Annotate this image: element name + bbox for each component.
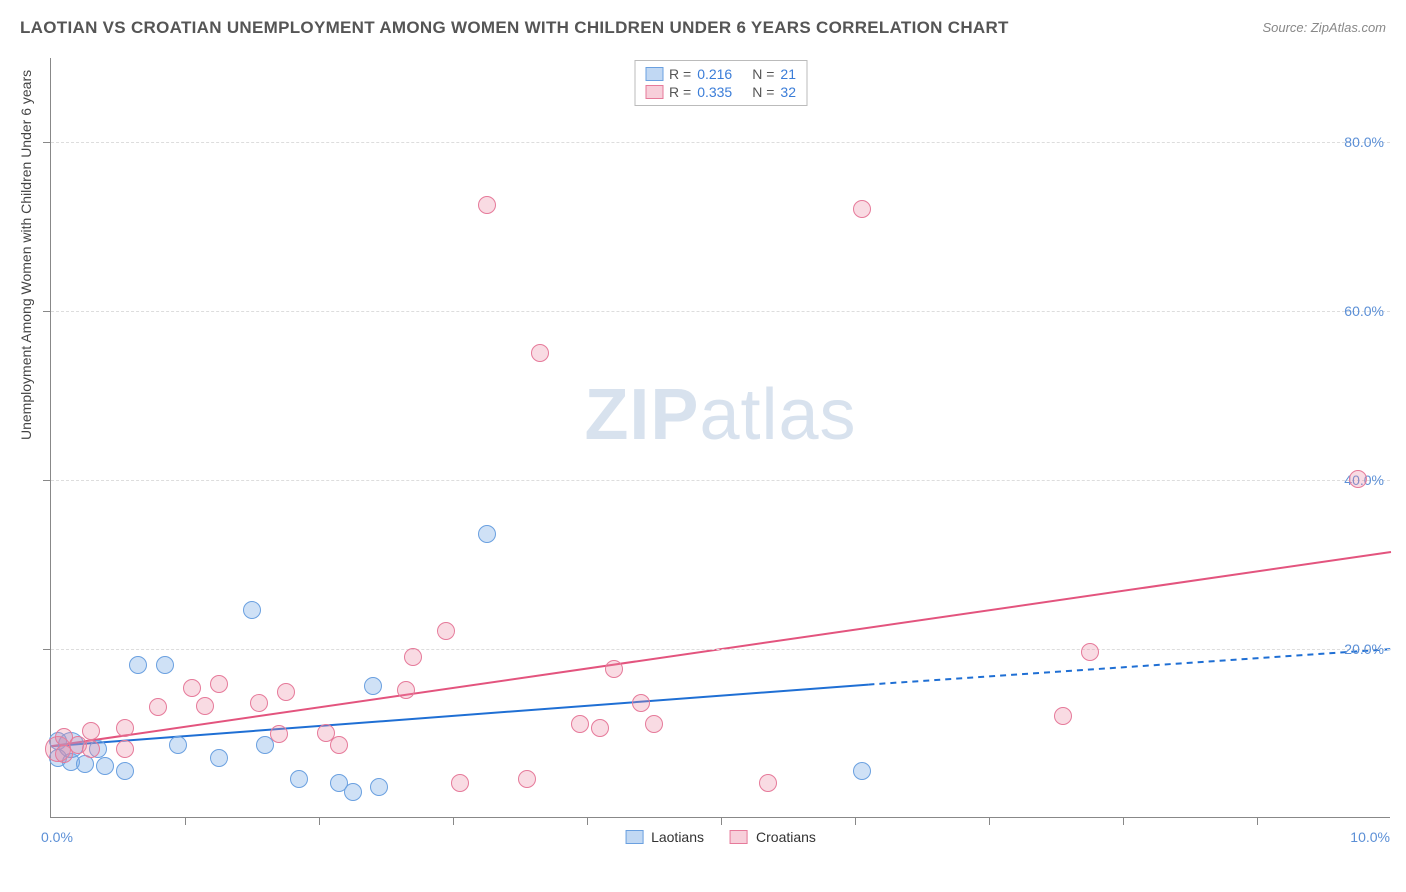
legend-swatch-croatians [730,830,748,844]
scatter-point [243,601,261,619]
chart-title: LAOTIAN VS CROATIAN UNEMPLOYMENT AMONG W… [20,18,1009,37]
scatter-point [82,740,100,758]
n-value-croatians: 32 [780,84,796,100]
y-tick [43,142,51,143]
scatter-point [156,656,174,674]
scatter-point [404,648,422,666]
r-label: R = [669,84,691,100]
scatter-point [478,196,496,214]
y-tick-label: 60.0% [1344,303,1384,319]
series-legend-label: Laotians [651,829,704,845]
scatter-point [1349,470,1367,488]
scatter-point [116,740,134,758]
y-tick-label: 80.0% [1344,134,1384,150]
x-tick [989,817,990,825]
r-value-croatians: 0.335 [697,84,732,100]
scatter-point [277,683,295,701]
scatter-point [853,762,871,780]
scatter-point [290,770,308,788]
gridline-h [51,142,1390,143]
scatter-point [210,675,228,693]
scatter-point [1081,643,1099,661]
scatter-point [169,736,187,754]
scatter-point [149,698,167,716]
scatter-point [370,778,388,796]
scatter-point [250,694,268,712]
scatter-point [364,677,382,695]
scatter-point [531,344,549,362]
scatter-point [116,719,134,737]
n-label: N = [752,66,774,82]
x-tick [1123,817,1124,825]
y-axis-title: Unemployment Among Women with Children U… [18,70,34,440]
legend-swatch-croatians [645,85,663,99]
scatter-point [82,722,100,740]
scatter-point [853,200,871,218]
series-legend: Laotians Croatians [625,829,816,845]
series-legend-item: Laotians [625,829,704,845]
x-tick [721,817,722,825]
scatter-point [759,774,777,792]
trend-line [868,649,1391,684]
scatter-point [183,679,201,697]
chart-source: Source: ZipAtlas.com [1262,20,1386,35]
scatter-point [605,660,623,678]
scatter-point [632,694,650,712]
scatter-point [518,770,536,788]
x-tick [1257,817,1258,825]
x-axis-start-label: 0.0% [41,829,73,845]
x-tick [587,817,588,825]
x-tick [319,817,320,825]
r-value-laotians: 0.216 [697,66,732,82]
correlation-legend-row: R = 0.335 N = 32 [645,83,796,101]
x-axis-end-label: 10.0% [1350,829,1390,845]
gridline-h [51,311,1390,312]
series-legend-label: Croatians [756,829,816,845]
r-label: R = [669,66,691,82]
n-value-laotians: 21 [780,66,796,82]
y-tick [43,480,51,481]
n-label: N = [752,84,774,100]
scatter-point [96,757,114,775]
scatter-point [344,783,362,801]
y-tick [43,311,51,312]
scatter-point [116,762,134,780]
y-tick [43,649,51,650]
scatter-point [397,681,415,699]
gridline-h [51,649,1390,650]
chart-plot-area: ZIPatlas R = 0.216 N = 21 R = 0.335 N = … [50,58,1390,818]
scatter-point [451,774,469,792]
series-legend-item: Croatians [730,829,816,845]
legend-swatch-laotians [625,830,643,844]
legend-swatch-laotians [645,67,663,81]
scatter-point [591,719,609,737]
scatter-point [1054,707,1072,725]
scatter-point [437,622,455,640]
scatter-point [270,725,288,743]
scatter-point [129,656,147,674]
scatter-point [330,736,348,754]
scatter-point [478,525,496,543]
chart-header: LAOTIAN VS CROATIAN UNEMPLOYMENT AMONG W… [20,18,1386,48]
scatter-point [196,697,214,715]
correlation-legend: R = 0.216 N = 21 R = 0.335 N = 32 [634,60,807,106]
gridline-h [51,480,1390,481]
x-tick [855,817,856,825]
scatter-point [571,715,589,733]
correlation-legend-row: R = 0.216 N = 21 [645,65,796,83]
scatter-point [645,715,663,733]
y-tick-label: 20.0% [1344,641,1384,657]
x-tick [185,817,186,825]
x-tick [453,817,454,825]
scatter-point [210,749,228,767]
